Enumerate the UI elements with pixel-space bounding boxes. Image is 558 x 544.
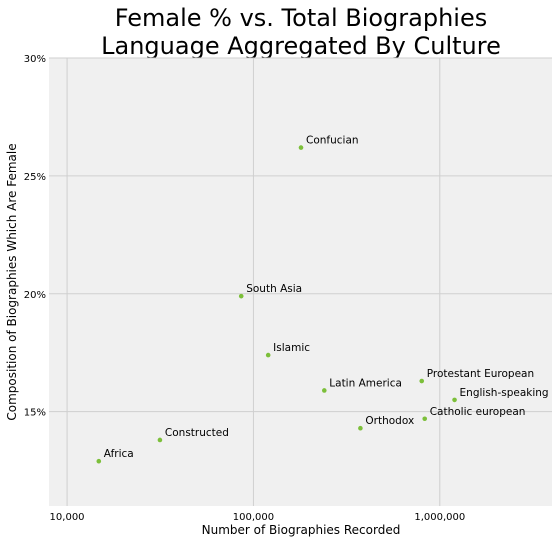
plot-area: [49, 58, 552, 506]
chart-title-line-2: Language Aggregated By Culture: [101, 32, 501, 60]
point-label: Africa: [104, 448, 134, 460]
scatter-point: [238, 293, 244, 299]
point-label: English-speaking: [460, 387, 549, 399]
scatter-point: [321, 388, 327, 393]
y-axis-ticks: 15% 20% 25% 30%: [24, 54, 46, 419]
scatter-point: [96, 458, 102, 464]
point-label: Catholic european: [430, 406, 526, 418]
scatter-point: [422, 416, 428, 422]
scatter-point: [358, 425, 363, 431]
scatter-point: [298, 145, 304, 150]
point-label: Protestant European: [427, 368, 534, 380]
point-label: Latin America: [329, 377, 402, 389]
point-label: Confucian: [306, 135, 359, 147]
y-tick-label: 25%: [24, 172, 46, 183]
scatter-points: Confucian South Asia Islamic Latin America P…: [96, 135, 549, 464]
scatter-point: [265, 352, 271, 358]
y-tick-label: 15%: [24, 408, 46, 419]
point-label: Islamic: [273, 342, 310, 354]
y-tick-label: 30%: [24, 54, 46, 65]
scatter-point: [419, 378, 425, 384]
scatter-point: [157, 437, 163, 443]
y-axis-label: Composition of Biographies Which Are Fem…: [5, 143, 19, 420]
grid: [49, 57, 552, 506]
x-tick-label: 1,000,000: [414, 512, 465, 523]
scatter-point: [452, 397, 457, 403]
x-tick-label: 10,000: [50, 512, 85, 523]
point-label: Orthodox: [365, 415, 414, 427]
point-label: Constructed: [165, 427, 229, 439]
x-axis-label: Number of Biographies Recorded: [202, 523, 401, 537]
y-tick-label: 20%: [24, 290, 46, 301]
x-tick-label: 100,000: [233, 512, 274, 523]
x-axis-ticks: 10,000 100,000 1,000,000: [50, 512, 466, 523]
chart-title-line-1: Female % vs. Total Biographies: [115, 4, 488, 32]
point-label: South Asia: [246, 283, 302, 295]
